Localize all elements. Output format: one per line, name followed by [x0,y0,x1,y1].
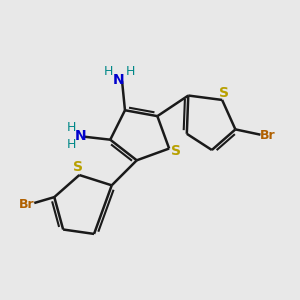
Text: Br: Br [19,198,34,211]
Text: S: S [73,160,83,174]
Text: H: H [126,65,135,78]
Text: H: H [66,121,76,134]
Text: S: S [219,85,229,100]
Text: S: S [171,144,181,158]
Text: N: N [74,129,86,143]
Text: Br: Br [260,129,276,142]
Text: N: N [113,73,124,87]
Text: H: H [104,65,113,78]
Text: H: H [66,139,76,152]
